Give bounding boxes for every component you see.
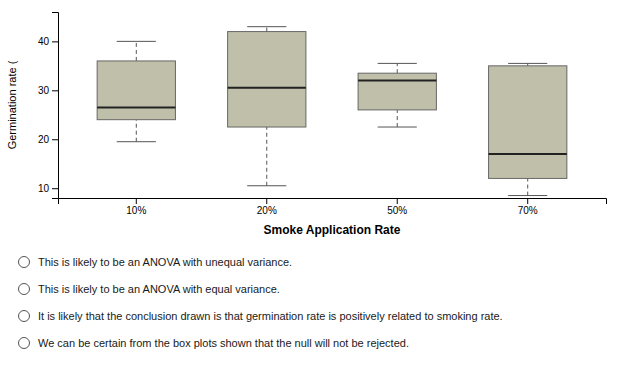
y-tick-label: 40 [38,36,50,47]
upper-cap [247,26,286,27]
upper-whisker [136,41,137,61]
upper-cap [508,63,547,64]
x-tick-label: 70% [518,205,538,216]
upper-cap [378,63,417,64]
answer-option: It is likely that the conclusion drawn i… [38,310,503,322]
answer-option: We can be certain from the box plots sho… [38,337,409,349]
x-tick: 10% [126,198,146,216]
box [228,32,306,127]
y-tick-mark [52,139,58,140]
y-axis-title: Germination rate ( [6,60,18,149]
x-tick: 50% [387,198,407,216]
answer-option: This is likely to be an ANOVA with equal… [38,283,280,295]
x-tick-label: 10% [126,205,146,216]
x-tick-mark [527,198,528,204]
lower-cap [247,185,286,186]
lower-cap [378,127,417,128]
y-tick-mark [52,188,58,189]
y-tick-label: 10 [38,183,50,194]
median [489,153,567,155]
x-tick-mark [397,198,398,204]
lower-whisker [527,178,528,195]
upper-cap [117,41,156,42]
x-axis-title: Smoke Application Rate [264,223,401,237]
box [489,66,567,179]
x-tick-label: 50% [387,205,407,216]
radio-button[interactable] [19,338,30,349]
answer-option: This is likely to be an ANOVA with unequ… [38,256,292,268]
plot-area: 10 20 30 40 10% 20% 50% 70% [38,13,607,217]
upper-whisker [397,63,398,73]
y-axis-line [52,13,59,199]
box-group [489,63,567,195]
x-tick: 20% [257,198,277,216]
y-tick: 20 [38,134,58,145]
box [97,61,175,120]
y-tick-mark [52,41,58,42]
median [97,106,175,108]
y-tick-mark [52,90,58,91]
x-tick-mark [266,198,267,204]
median [228,87,306,89]
radio-button[interactable] [19,257,30,268]
chart: 10 20 30 40 10% 20% 50% 70% Smoke Application Ra… [0,0,626,373]
x-tick-mark [136,198,137,204]
x-tick-label: 20% [257,205,277,216]
radio-button[interactable] [19,311,30,322]
box-group [228,27,306,186]
x-tick: 70% [518,198,538,216]
y-axis: 10 20 30 40 [38,13,59,199]
lower-cap [508,195,547,196]
box-group [97,41,175,141]
radio-button[interactable] [19,284,30,295]
box [358,73,436,110]
median [358,80,436,82]
boxes [97,27,567,196]
y-tick: 30 [38,85,58,96]
x-axis: 10% 20% 50% 70% [59,198,607,216]
upper-whisker [266,27,267,32]
y-tick-label: 20 [38,134,50,145]
y-tick: 40 [38,36,58,47]
y-tick-label: 30 [38,85,50,96]
lower-whisker [397,110,398,127]
box-group [358,63,436,127]
lower-whisker [266,127,267,186]
lower-whisker [136,120,137,142]
y-tick: 10 [38,183,58,194]
lower-cap [117,141,156,142]
x-axis-line [59,199,607,205]
